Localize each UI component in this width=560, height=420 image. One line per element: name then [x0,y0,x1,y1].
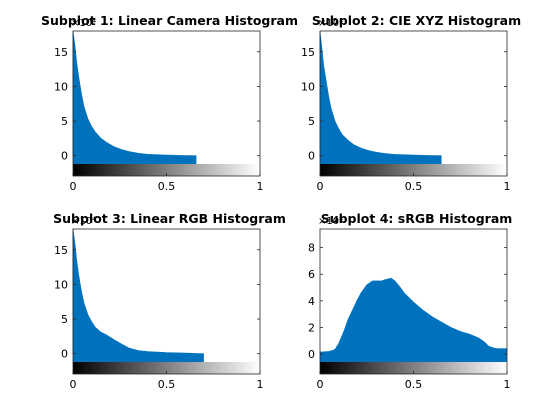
y-tick-label: 5 [308,115,315,128]
y-tick-label: 10 [54,80,68,93]
subplot-title: Subplot 3: Linear RGB Histogram [53,211,286,226]
x-tick-label: 0 [70,180,77,193]
y-tick-label: 6 [308,268,315,281]
x-tick-label: 0 [317,180,324,193]
x-tick-label: 1 [257,378,264,391]
histogram-base [73,156,196,164]
subplot-title: Subplot 1: Linear Camera Histogram [41,13,298,28]
y-tick-label: 4 [308,295,315,308]
x-tick-label: 0.5 [158,378,176,391]
x-tick-label: 0 [317,378,324,391]
y-tick-label: 5 [61,313,68,326]
y-tick-label: 5 [61,115,68,128]
y-tick-label: 2 [308,321,315,334]
y-tick-label: 0 [308,348,315,361]
y-tick-label: 15 [54,46,68,59]
x-tick-label: 0.5 [405,180,423,193]
x-tick-label: 1 [504,180,511,193]
y-tick-label: 10 [301,80,315,93]
x-tick-label: 1 [257,180,264,193]
x-tick-label: 0.5 [405,378,423,391]
histogram-base [320,156,442,164]
y-tick-label: 15 [54,244,68,257]
x-tick-label: 1 [504,378,511,391]
y-tick-label: 15 [301,46,315,59]
subplot-title: Subplot 2: CIE XYZ Histogram [312,13,521,28]
y-tick-label: 10 [54,278,68,291]
y-tick-label: 0 [61,348,68,361]
subplot-title: Subplot 4: sRGB Histogram [321,211,513,226]
histogram-base [73,354,204,362]
y-tick-label: 0 [308,150,315,163]
x-tick-label: 0.5 [158,180,176,193]
y-tick-label: 8 [308,242,315,255]
x-tick-label: 0 [70,378,77,391]
y-tick-label: 0 [61,150,68,163]
histogram-base [320,354,507,362]
